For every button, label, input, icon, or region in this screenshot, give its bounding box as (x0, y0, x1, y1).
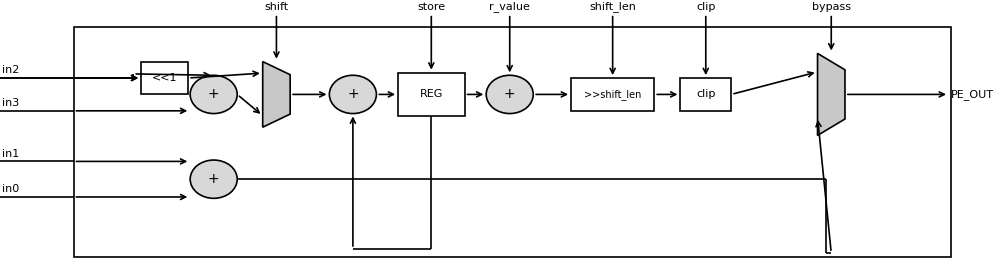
Text: in3: in3 (2, 98, 19, 108)
Bar (398, 73, 465, 116)
Text: in1: in1 (2, 149, 19, 159)
Ellipse shape (190, 75, 237, 114)
Ellipse shape (190, 160, 237, 198)
Ellipse shape (329, 75, 376, 114)
Text: +: + (208, 87, 220, 101)
Text: in0: in0 (2, 184, 19, 194)
Text: bypass: bypass (812, 3, 851, 12)
Text: >>shift_len: >>shift_len (584, 89, 641, 100)
Ellipse shape (486, 75, 533, 114)
Polygon shape (818, 53, 845, 135)
Text: +: + (208, 172, 220, 186)
Text: +: + (347, 87, 359, 101)
Text: +: + (504, 87, 516, 101)
Bar (680, 78, 731, 111)
Bar (141, 62, 188, 94)
Text: r_value: r_value (489, 1, 530, 12)
Text: clip: clip (696, 3, 715, 12)
Text: shift: shift (264, 3, 288, 12)
Polygon shape (263, 62, 290, 127)
Bar (74, 27, 951, 257)
Text: in2: in2 (2, 65, 19, 75)
Text: <<1: <<1 (152, 73, 177, 83)
Text: clip: clip (696, 89, 715, 99)
Text: REG: REG (420, 89, 443, 99)
Text: store: store (417, 3, 445, 12)
Bar (571, 78, 654, 111)
Text: shift_len: shift_len (589, 1, 636, 12)
Text: PE_OUT: PE_OUT (951, 89, 994, 100)
